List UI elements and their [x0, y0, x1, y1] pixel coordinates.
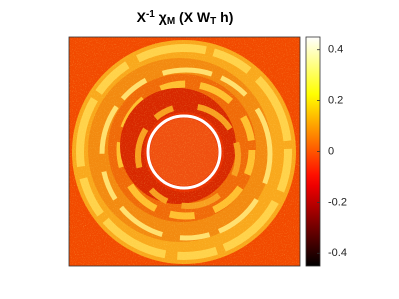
chart-title: X-1 χM (X WT h) — [137, 9, 234, 27]
title-part: (X W — [175, 9, 211, 25]
axes-frame — [68, 36, 301, 267]
colorbar-tick-label: 0.2 — [328, 95, 343, 107]
title-part: X — [137, 9, 147, 25]
title-part: h) — [216, 9, 233, 25]
colorbar-tick-label: -0.2 — [328, 196, 347, 208]
colorbar: -0.4 -0.2 0 0.2 0.4 — [305, 36, 347, 267]
colorbar-tick-label: -0.4 — [328, 247, 347, 259]
title-part: χ — [155, 9, 167, 25]
title-part: -1 — [146, 9, 155, 20]
colorbar-tick-label: 0 — [328, 145, 334, 157]
colorbar-tick-label: 0.4 — [328, 44, 343, 56]
heatmap-image — [69, 37, 300, 266]
title-part: T — [210, 16, 216, 27]
region-outline — [146, 114, 222, 190]
title-part: M — [167, 16, 175, 27]
